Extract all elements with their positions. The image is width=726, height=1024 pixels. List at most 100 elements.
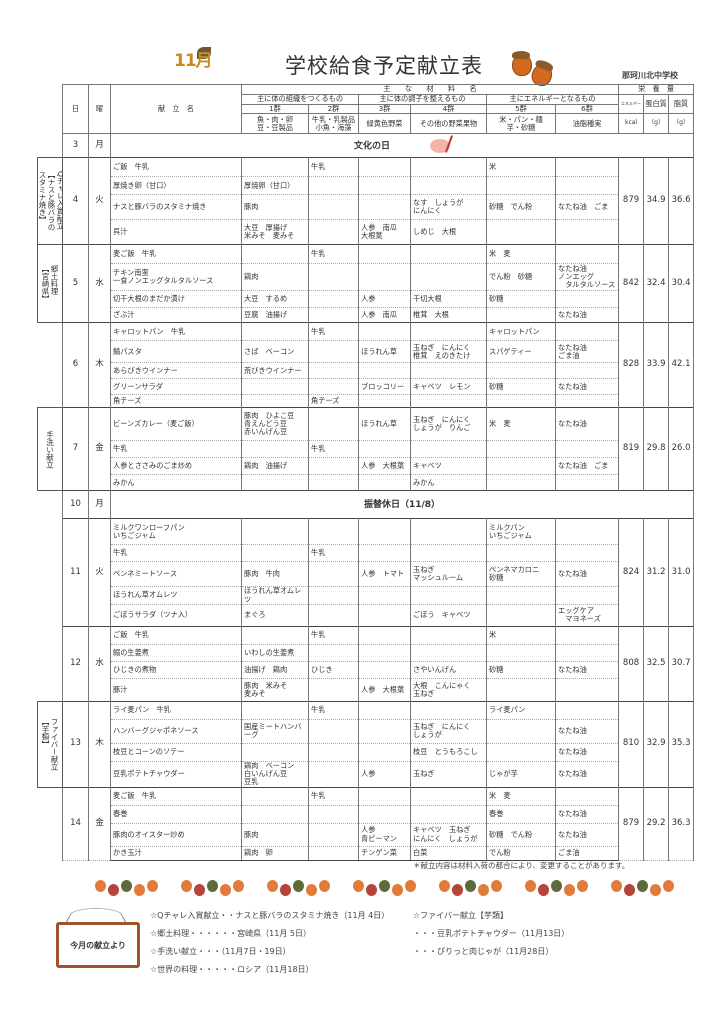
ingredient-group-6 — [554, 677, 620, 702]
dish-name: ハンバーグジャポネソース — [110, 718, 242, 744]
board-label: 今月の献立より — [70, 940, 126, 950]
day-number: 12 — [62, 625, 89, 702]
label-line: 【ナスと豚バラの — [47, 171, 56, 232]
ingredient-group-4: さやいんげん — [410, 660, 487, 679]
day-number: 7 — [62, 407, 89, 492]
ingredient-group-3 — [358, 176, 411, 196]
ingredient-group-5: 砂糖 — [486, 290, 556, 309]
label-line: ファイバー献立 — [50, 718, 59, 771]
ingredient-group-4 — [410, 518, 487, 546]
ingredient-group-6: なたね油 — [554, 307, 620, 324]
table-row: 鯖パスタ さば ベーコン ほうれん草 玉ねぎ にんにく 椎茸 えのきたけ スパゲティーな… — [38, 340, 694, 364]
table-row: 牛乳 牛乳 — [38, 544, 694, 563]
dish-name: ごぼうサラダ（ツナ入） — [110, 603, 242, 627]
energy-value: 808 — [618, 625, 645, 702]
acorn-icon — [491, 880, 502, 892]
table-row: ナスと豚バラのスタミナ焼き 豚肉 なす しょうが にんにく 砂糖 でん粉 なたね油 ごま — [38, 194, 694, 221]
acorn-icon — [319, 880, 330, 892]
ingredient-group-6 — [554, 474, 620, 492]
ingredient-group-2 — [308, 378, 359, 396]
dish-name: ライ麦パン 牛乳 — [110, 700, 242, 720]
ingredient-group-2: 牛乳 — [308, 440, 359, 459]
ingredient-group-6: なたね油 — [554, 660, 620, 679]
acorn-icon — [293, 880, 304, 892]
special-menu-label: 手洗い献立 — [37, 407, 63, 492]
ingredient-group-5 — [486, 474, 556, 492]
acorn-icon — [134, 884, 145, 896]
ingredient-group-1 — [241, 518, 309, 546]
table-row: 14 金麦ご飯 牛乳 牛乳 米 麦 879 29.2 36.3 — [38, 786, 695, 861]
ingredient-group-2 — [308, 677, 359, 702]
ingredient-group-1: 鶏肉 卵 — [241, 845, 309, 861]
ingredient-group-1 — [241, 474, 309, 492]
ingredient-group-5: 米 麦 — [486, 786, 556, 806]
note-right: ・・・豆乳ポテトチャウダー（11月13日） — [413, 929, 570, 938]
ingredient-group-3 — [358, 544, 411, 563]
table-row: 厚焼き卵（甘口） 厚焼卵（甘口） — [38, 176, 694, 196]
ingredient-group-2 — [308, 407, 359, 442]
header-category-body: 主に体の組織をつくるもの — [241, 94, 359, 105]
ingredient-group-4: 大根 こんにゃく 玉ねぎ — [410, 677, 487, 702]
header-group-1: 1群 — [241, 103, 309, 115]
ingredient-group-1: 豆腐 油揚げ — [241, 307, 309, 324]
ingredient-group-4: 玉ねぎ にんにく しょうが りんご — [410, 407, 487, 442]
ingredient-group-2 — [308, 822, 359, 847]
ingredient-group-4: 玉ねぎ マッシュルーム — [410, 561, 487, 588]
menu-table: 日 曜 献 立 名 主 な 材 料 名 栄 養 量 主に体の組織をつくるもの 主… — [37, 83, 695, 861]
ingredient-group-1 — [241, 157, 309, 178]
protein-value: 32.9 — [643, 700, 670, 788]
table-row: ペンネミートソース 豚肉 牛肉 人参 トマト 玉ねぎ マッシュルーム ペンネマカロニ 砂… — [38, 561, 694, 588]
acorn-icon — [512, 51, 532, 76]
table-row: 春巻 春巻 なたね油 — [38, 804, 694, 824]
ingredient-group-4: 玉ねぎ にんにく しょうが — [410, 718, 487, 744]
leaf-icon — [197, 47, 211, 59]
ingredient-group-6: ごま油 — [554, 845, 620, 861]
header-group-3: 3群 — [358, 103, 411, 115]
dish-name: ひじきの煮物 — [110, 660, 242, 679]
energy-value: 824 — [618, 518, 645, 627]
ingredient-group-3 — [358, 804, 411, 824]
protein-value: 32.5 — [643, 625, 670, 702]
acorn-icon — [95, 880, 106, 892]
dish-name: ビーンズカレー（麦ご飯） — [110, 407, 242, 442]
ingredient-group-3 — [358, 625, 411, 645]
ingredient-group-5 — [486, 586, 556, 605]
logo-text: 11月 — [174, 51, 213, 71]
ingredient-group-2 — [308, 290, 359, 309]
ingredient-group-1: 豚肉 ひよこ豆 青えんどう豆 赤いんげん豆 — [241, 407, 309, 442]
ingredient-group-2 — [308, 474, 359, 492]
ingredient-group-1: 荒びきウインナー — [241, 362, 309, 380]
ingredient-group-6 — [554, 219, 620, 246]
fat-value: 30.4 — [668, 244, 695, 324]
ingredient-group-4 — [410, 322, 487, 342]
weekday: 月 — [88, 133, 111, 159]
label-cell — [38, 134, 63, 158]
protein-value: 29.8 — [643, 407, 670, 492]
ingredient-group-5: ミルクパン いちごジャム — [486, 518, 556, 546]
protein-value: 31.2 — [643, 518, 670, 627]
ingredient-group-4 — [410, 786, 487, 806]
label-line: 手洗い献立 — [45, 430, 55, 469]
dish-name: 呉汁 — [110, 219, 242, 246]
header-group-foods-2: 牛乳・乳製品 小魚・海藻 — [308, 113, 359, 135]
ingredient-group-3 — [358, 586, 411, 605]
header-protein-unit: （g） — [643, 113, 670, 135]
ingredient-group-3 — [358, 157, 411, 178]
day-number: 14 — [62, 786, 89, 861]
ingredient-group-2: 牛乳 — [308, 625, 359, 645]
special-menu-label-text: Qチャレ入賞献立 【ナスと豚バラの スタミナ焼き】 — [39, 171, 62, 232]
note-right: ・・・ぴりっと肉じゃが（11月28日） — [413, 947, 554, 956]
table-row: グリーンサラダ ブロッコリー キャベツ レモン 砂糖 なたね油 — [38, 378, 694, 396]
dish-name: 豚肉のオイスター炒め — [110, 822, 242, 847]
ingredient-group-2: 角チーズ — [308, 394, 359, 409]
fat-value: 36.6 — [668, 157, 695, 246]
ingredient-group-3: 人参 トマト — [358, 561, 411, 588]
ingredient-group-3: ブロッコリー — [358, 378, 411, 396]
ingredient-group-6 — [554, 786, 620, 806]
ingredient-group-2 — [308, 742, 359, 762]
ingredient-group-5: ライ麦パン — [486, 700, 556, 720]
acorn-icon — [624, 884, 635, 896]
ingredient-group-5: 春巻 — [486, 804, 556, 824]
ingredient-group-1 — [241, 322, 309, 342]
ingredient-group-4 — [410, 157, 487, 178]
